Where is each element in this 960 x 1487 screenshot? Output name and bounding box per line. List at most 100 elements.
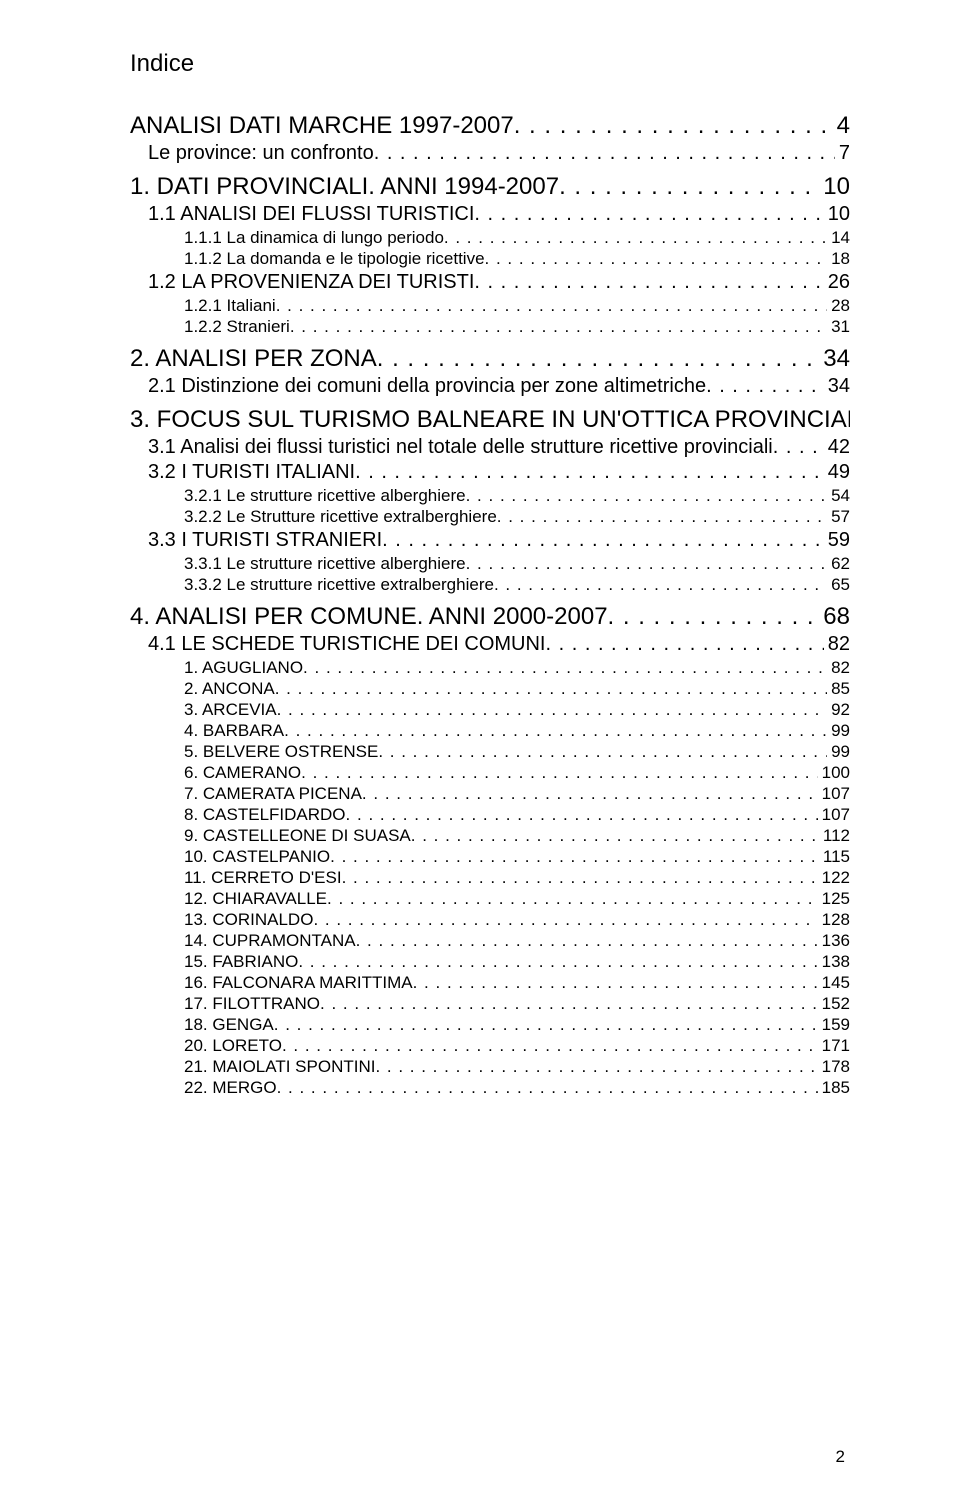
toc-entry: 15. FABRIANO138 [130, 952, 850, 972]
toc-entry-label: 6. CAMERANO [184, 763, 301, 783]
toc-entry-label: 1.2.2 Stranieri [184, 317, 290, 337]
toc-entry-page: 57 [827, 507, 850, 527]
toc-entry-page: 92 [827, 700, 850, 720]
toc-entry-page: 152 [818, 994, 850, 1014]
toc-entry: 3.2 I TURISTI ITALIANI49 [130, 461, 850, 484]
toc-entry-label: 11. CERRETO D'ESI [184, 868, 342, 888]
toc-entry: 1.2 LA PROVENIENZA DEI TURISTI26 [130, 271, 850, 294]
toc-entry: 4.1 LE SCHEDE TURISTICHE DEI COMUNI82 [130, 633, 850, 656]
toc-entry: 16. FALCONARA MARITTIMA145 [130, 973, 850, 993]
toc-leader-dots [485, 249, 828, 269]
page-title: Indice [130, 50, 850, 78]
toc-entry-label: 4. ANALISI PER COMUNE. ANNI 2000-2007 [130, 603, 608, 631]
toc-entry-page: 7 [835, 142, 850, 165]
toc-entry: 1.1.2 La domanda e le tipologie ricettiv… [130, 249, 850, 269]
toc-entry: 4. BARBARA99 [130, 721, 850, 741]
toc-entry-label: ANALISI DATI MARCHE 1997-2007 [130, 112, 514, 140]
toc-leader-dots [275, 679, 827, 699]
toc-entry-page: 34 [824, 375, 850, 398]
toc-entry: 2. ANCONA85 [130, 679, 850, 699]
toc-entry-page: 10 [819, 173, 850, 201]
toc-leader-dots [320, 994, 818, 1014]
toc-leader-dots [298, 952, 817, 972]
toc-entry-label: Le province: un confronto [148, 142, 374, 165]
toc-entry-page: 31 [827, 317, 850, 337]
toc-leader-dots [274, 1015, 818, 1035]
toc-entry: Le province: un confronto 7 [130, 142, 850, 165]
toc-leader-dots [277, 1078, 818, 1098]
toc-entry-page: 26 [824, 271, 850, 294]
toc-leader-dots [545, 633, 823, 656]
toc-entry: 3.1 Analisi dei flussi turistici nel tot… [130, 436, 850, 459]
toc-entry: 14. CUPRAMONTANA136 [130, 931, 850, 951]
toc-leader-dots [382, 529, 824, 552]
toc-entry: 1. AGUGLIANO82 [130, 658, 850, 678]
toc-leader-dots [313, 910, 817, 930]
toc-entry: 3. ARCEVIA 92 [130, 700, 850, 720]
toc-entry: 1.2.1 Italiani 28 [130, 296, 850, 316]
toc-entry: 12. CHIARAVALLE125 [130, 889, 850, 909]
toc-entry-page: 85 [827, 679, 850, 699]
toc-leader-dots [497, 507, 827, 527]
toc-entry-page: 125 [818, 889, 850, 909]
toc-entry-page: 18 [827, 249, 850, 269]
toc-entry-label: 3.3.2 Le strutture ricettive extralbergh… [184, 575, 494, 595]
toc-entry-label: 3.3 I TURISTI STRANIERI [148, 529, 382, 552]
toc-entry: 4. ANALISI PER COMUNE. ANNI 2000-200768 [130, 603, 850, 631]
toc-entry-label: 4. BARBARA [184, 721, 284, 741]
toc-entry-label: 20. LORETO [184, 1036, 282, 1056]
toc-entry-label: 1. AGUGLIANO [184, 658, 303, 678]
toc-leader-dots [301, 763, 817, 783]
toc-entry: 3.2.2 Le Strutture ricettive extralbergh… [130, 507, 850, 527]
toc-entry-label: 3. ARCEVIA [184, 700, 277, 720]
toc-entry: 3.3 I TURISTI STRANIERI59 [130, 529, 850, 552]
toc-entry-label: 16. FALCONARA MARITTIMA [184, 973, 413, 993]
document-page: Indice ANALISI DATI MARCHE 1997-20074Le … [0, 0, 960, 1487]
toc-leader-dots [277, 700, 827, 720]
toc-entry-label: 3.2 I TURISTI ITALIANI [148, 461, 355, 484]
toc-entry-label: 3.2.1 Le strutture ricettive alberghiere [184, 486, 466, 506]
toc-entry: 22. MERGO185 [130, 1078, 850, 1098]
toc-entry-label: 14. CUPRAMONTANA [184, 931, 356, 951]
toc-entry-label: 3.3.1 Le strutture ricettive alberghiere [184, 554, 466, 574]
toc-entry: 1.1 ANALISI DEI FLUSSI TURISTICI10 [130, 203, 850, 226]
toc-entry-label: 10. CASTELPANIO [184, 847, 330, 867]
toc-entry: 1.2.2 Stranieri 31 [130, 317, 850, 337]
toc-entry-page: 115 [819, 847, 850, 867]
toc-leader-dots [474, 271, 823, 294]
toc-entry-label: 13. CORINALDO [184, 910, 313, 930]
toc-entry-label: 4.1 LE SCHEDE TURISTICHE DEI COMUNI [148, 633, 545, 656]
toc-leader-dots [282, 1036, 818, 1056]
toc-leader-dots [342, 868, 818, 888]
toc-leader-dots [474, 203, 823, 226]
toc-entry: 1.1.1 La dinamica di lungo periodo14 [130, 228, 850, 248]
toc-entry: 13. CORINALDO128 [130, 910, 850, 930]
toc-entry-page: 65 [827, 575, 850, 595]
toc-leader-dots [362, 784, 818, 804]
toc-entry-page: 28 [827, 296, 850, 316]
toc-entry: 2.1 Distinzione dei comuni della provinc… [130, 375, 850, 398]
page-number: 2 [836, 1447, 845, 1467]
toc-entry: 7. CAMERATA PICENA107 [130, 784, 850, 804]
toc-entry: 11. CERRETO D'ESI122 [130, 868, 850, 888]
toc-entry-label: 1.2.1 Italiani [184, 296, 276, 316]
toc-entry: 9. CASTELLEONE DI SUASA112 [130, 826, 850, 846]
toc-leader-dots [330, 847, 819, 867]
toc-leader-dots [378, 742, 827, 762]
toc-leader-dots [356, 931, 818, 951]
toc-entry-page: 99 [827, 742, 850, 762]
toc-leader-dots [466, 554, 827, 574]
toc-entry-label: 2.1 Distinzione dei comuni della provinc… [148, 375, 706, 398]
toc-leader-dots [413, 973, 818, 993]
toc-entry-label: 1.1 ANALISI DEI FLUSSI TURISTICI [148, 203, 474, 226]
toc-leader-dots [494, 575, 827, 595]
toc-entry-page: 171 [818, 1036, 850, 1056]
toc-entry-label: 18. GENGA [184, 1015, 274, 1035]
toc-entry-label: 9. CASTELLEONE DI SUASA [184, 826, 411, 846]
toc-entry: 17. FILOTTRANO152 [130, 994, 850, 1014]
toc-entry-label: 3.1 Analisi dei flussi turistici nel tot… [148, 436, 773, 459]
toc-entry-page: 14 [827, 228, 850, 248]
toc-entry-label: 1.1.2 La domanda e le tipologie ricettiv… [184, 249, 485, 269]
toc-entry: 2. ANALISI PER ZONA34 [130, 345, 850, 373]
toc-entry: 21. MAIOLATI SPONTINI178 [130, 1057, 850, 1077]
